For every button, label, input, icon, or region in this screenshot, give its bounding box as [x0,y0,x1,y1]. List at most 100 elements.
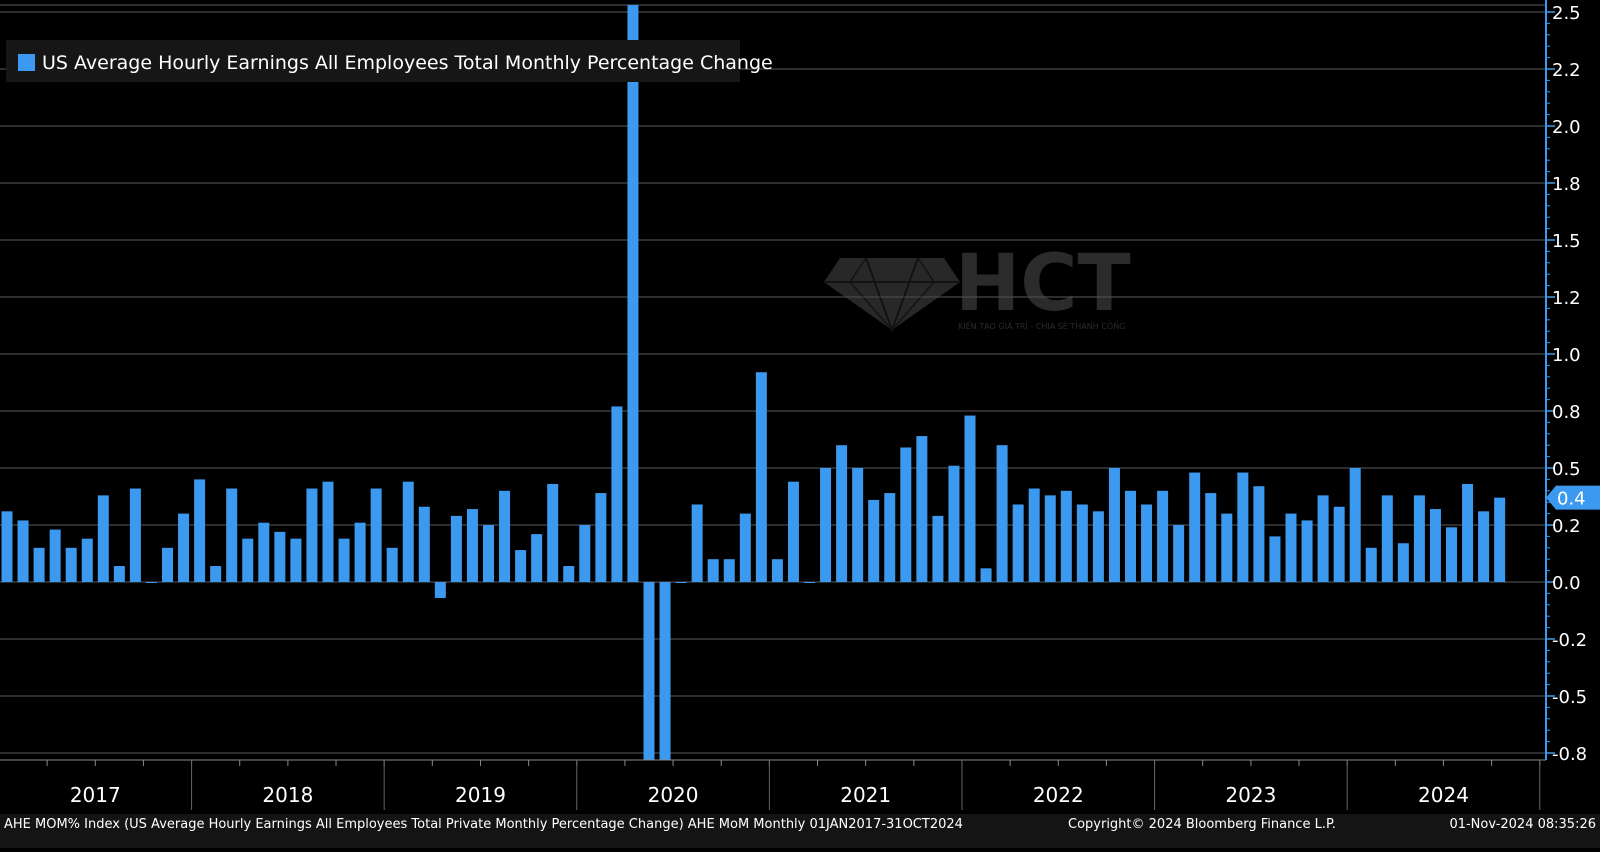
bar [113,566,125,582]
bar [17,520,29,582]
y-tick-label: 1.0 [1552,345,1581,366]
bar [483,525,494,582]
bar [145,582,157,583]
bar [129,488,141,582]
bar [1,511,13,582]
bar [836,445,848,582]
footer: AHE MOM% Index (US Average Hourly Earnin… [0,814,1600,848]
x-year-label: 2017 [70,783,121,807]
bar [434,582,446,598]
bar [1413,495,1425,582]
y-tick-label: 2.2 [1552,60,1581,81]
bar [450,515,462,582]
bar [595,493,607,582]
diamond-logo-icon [824,257,960,333]
bar [370,488,382,582]
bar [1237,472,1249,582]
bar [1429,509,1441,582]
y-tick-label: 2.5 [1552,3,1581,24]
bar [1301,520,1313,582]
y-tick-label: -0.8 [1552,744,1587,765]
bar [1462,483,1474,582]
bar [868,499,880,582]
x-year-label: 2021 [840,783,891,807]
bar [515,550,527,582]
bar [242,538,254,582]
bar [820,468,832,582]
y-tick-label: 0.5 [1552,459,1581,480]
bar [1446,527,1457,582]
footer-copyright: Copyright© 2024 Bloomberg Finance L.P. [1068,817,1336,832]
bar [627,5,639,582]
watermark-tagline: KIẾN TẠO GIÁ TRỊ - CHIA SẺ THÀNH CÔNG [958,320,1125,332]
bar [771,559,783,582]
bar [466,509,478,582]
bar [675,582,687,583]
bar [1189,472,1201,582]
bar [1333,506,1345,582]
y-tick-label: 0.0 [1552,573,1581,594]
bar [547,483,559,582]
bar [980,568,992,582]
bar [210,566,222,582]
legend-swatch [18,54,35,71]
watermark-brand: HCT [955,239,1131,329]
bar [1269,536,1281,582]
watermark: HCT KIẾN TẠO GIÁ TRỊ - CHIA SẺ THÀNH CÔN… [824,239,1131,333]
footer-description: AHE MOM% Index (US Average Hourly Earnin… [4,817,963,832]
y-axis: 2.5 2.2 2.0 1.8 1.5 1.2 1.0 0.8 0.5 0.2 0.0 -0.2 -0.… [1545,0,1600,765]
bar [1205,493,1217,582]
last-value-marker [1546,485,1600,510]
footer-background [0,814,1600,848]
bar [274,531,286,582]
bar [739,513,751,582]
x-year-label: 2019 [455,783,506,807]
bar [1076,504,1088,582]
bar [418,506,430,582]
bar [81,538,93,582]
bar [97,495,109,582]
y-tick-label: 1.5 [1552,231,1581,252]
bar [1478,511,1490,582]
y-tick-label: 0.8 [1552,402,1581,423]
bar [1365,547,1377,582]
bar [354,522,366,582]
bar [499,490,511,582]
bar [1141,504,1153,582]
bar [1125,490,1136,582]
bar [563,566,575,582]
bar [932,515,944,582]
bar [33,547,45,582]
bar [579,525,591,582]
bar [338,538,350,582]
bar [643,582,655,760]
bar [964,415,976,582]
bar [1349,468,1361,582]
bar [258,522,270,582]
bar [226,488,238,582]
bar [49,529,61,582]
bar [707,559,719,582]
bar [1253,486,1265,582]
bar [1060,490,1072,582]
y-tick-label: -0.2 [1552,630,1587,651]
y-tick-label: 1.2 [1552,288,1581,309]
bar [1381,495,1393,582]
bar [755,372,767,582]
footer-timestamp: 01-Nov-2024 08:35:26 [1449,817,1596,832]
bar [996,445,1008,582]
y-tick-label: -0.5 [1552,687,1587,708]
bar [1317,495,1329,582]
bar [884,493,896,582]
y-tick-label: 1.8 [1552,174,1581,195]
bar [194,479,206,582]
legend: US Average Hourly Earnings All Employees… [6,40,773,82]
bar [386,547,398,582]
bar [1221,513,1233,582]
bar [1028,488,1040,582]
bar [178,513,190,582]
bar [804,582,815,583]
bar [723,559,735,582]
